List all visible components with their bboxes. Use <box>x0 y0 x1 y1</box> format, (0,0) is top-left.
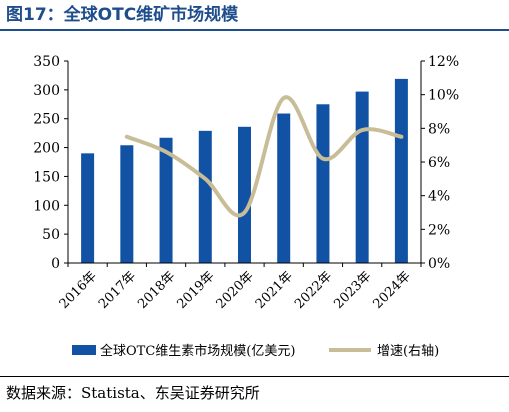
legend-bar-label: 全球OTC维生素市场规模(亿美元) <box>100 343 295 359</box>
chart-legend: 全球OTC维生素市场规模(亿美元) 增速(右轴) <box>72 343 439 359</box>
x-tick-label: 2020年 <box>214 269 257 312</box>
legend-line-label: 增速(右轴) <box>377 344 439 359</box>
left-tick-label: 100 <box>33 198 60 214</box>
x-tick-label: 2019年 <box>174 269 217 312</box>
bar-2018年 <box>159 137 173 263</box>
bar-2023年 <box>355 91 369 264</box>
bar-2022年 <box>316 104 330 264</box>
x-tick-label: 2018年 <box>135 269 178 312</box>
left-tick-label: 200 <box>33 141 60 157</box>
left-tick-label: 0 <box>51 256 60 272</box>
x-tick-label: 2023年 <box>331 269 374 312</box>
combo-chart: 0 50 100 150 200 250 300 350 0% 2% 4% 6% 8% 10% 12% 201… <box>33 54 459 359</box>
bar-2017年 <box>120 145 134 263</box>
left-tick-label: 50 <box>42 227 60 243</box>
bar-series <box>81 78 408 264</box>
bar-2024年 <box>394 78 408 263</box>
x-tick-label: 2017年 <box>96 269 139 312</box>
x-tick-label: 2021年 <box>253 269 296 312</box>
figure-title: 图17：全球OTC维矿市场规模 <box>6 5 239 25</box>
right-tick-label: 8% <box>428 121 450 137</box>
title-rule <box>0 29 509 31</box>
x-tick-label: 2024年 <box>371 269 414 312</box>
legend-bar-swatch <box>72 345 96 355</box>
right-tick-label: 6% <box>428 155 450 171</box>
bar-2020年 <box>238 126 251 264</box>
right-tick-label: 4% <box>428 189 450 205</box>
right-tick-label: 12% <box>428 54 459 70</box>
left-tick-label: 250 <box>33 112 60 128</box>
growth-line-series <box>124 95 404 218</box>
right-tick-label: 0% <box>428 256 450 272</box>
source-note: 数据来源：Statista、东吴证券研究所 <box>6 384 260 402</box>
growth-line <box>124 95 404 218</box>
bar-2021年 <box>277 113 291 264</box>
bar-2016年 <box>81 153 95 263</box>
x-tick-label: 2022年 <box>292 269 335 312</box>
left-tick-label: 300 <box>33 83 60 99</box>
x-tick-label: 2016年 <box>57 269 100 312</box>
right-tick-label: 2% <box>428 222 450 238</box>
bar-2019年 <box>198 130 212 263</box>
source-rule <box>0 376 509 377</box>
left-tick-label: 150 <box>33 169 60 185</box>
left-tick-label: 350 <box>33 54 60 70</box>
right-tick-label: 10% <box>428 88 459 104</box>
